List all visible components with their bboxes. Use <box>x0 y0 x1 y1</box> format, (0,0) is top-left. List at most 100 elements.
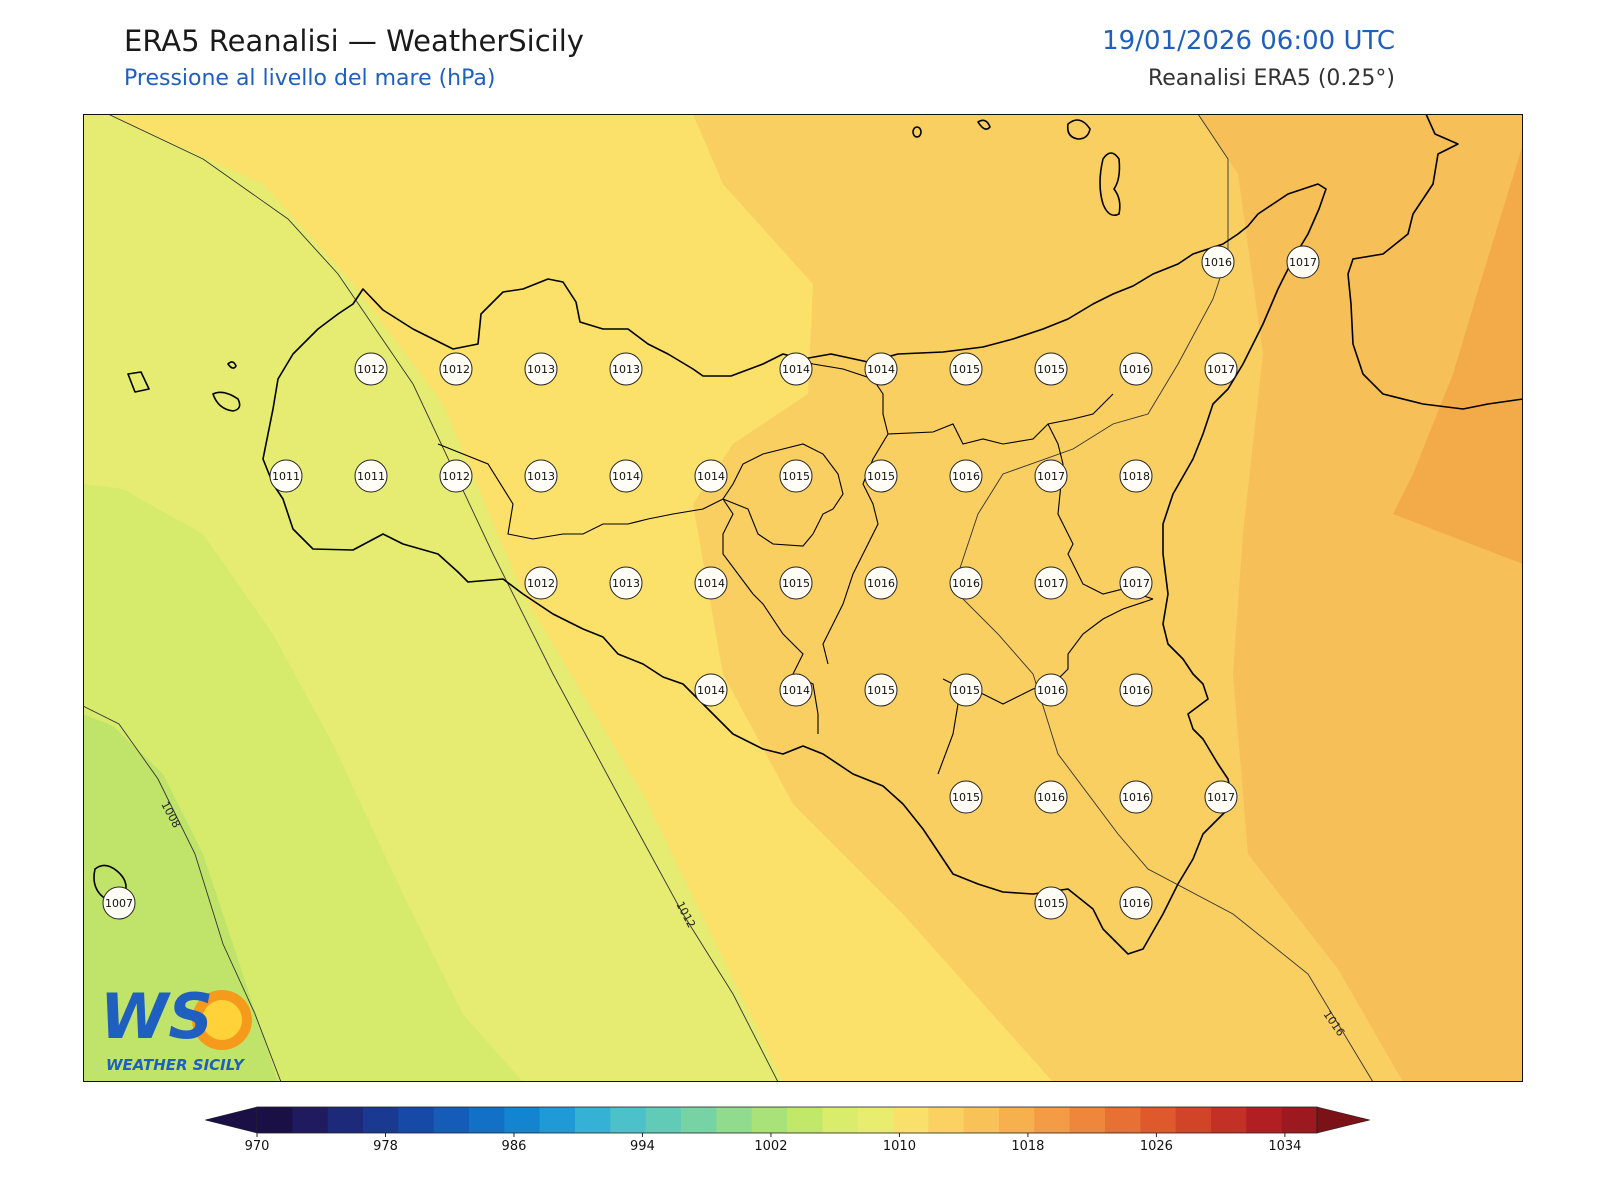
station-circle <box>949 780 983 814</box>
station-value: 1012 <box>527 577 555 590</box>
station-circle <box>864 566 898 600</box>
station-marker: 1015 <box>949 780 983 814</box>
station-value: 1016 <box>867 577 895 590</box>
island-salina <box>1066 119 1091 140</box>
colorbar-segment <box>610 1107 647 1133</box>
isobar-1016 <box>952 114 1374 1082</box>
colorbar-segment <box>433 1107 470 1133</box>
station-value: 1016 <box>1122 684 1150 697</box>
colorbar-segment <box>1246 1107 1283 1133</box>
colorbar-tick-label: 1018 <box>1011 1139 1044 1154</box>
station-value: 1013 <box>612 577 640 590</box>
colorbar-segment <box>822 1107 859 1133</box>
station-marker: 1018 <box>1119 459 1153 493</box>
station-circle <box>269 459 303 493</box>
station-value: 1016 <box>1037 791 1065 804</box>
colorbar-segment <box>893 1107 929 1133</box>
station-circle <box>1119 886 1153 920</box>
data-source: Reanalisi ERA5 (0.25°) <box>1147 66 1395 91</box>
pressure-map: 1008 1012 1016 <box>83 114 1523 1082</box>
isobar-1012 <box>107 114 779 1082</box>
station-marker: 1016 <box>864 566 898 600</box>
station-marker: 1014 <box>694 459 728 493</box>
station-circle <box>524 352 558 386</box>
station-value: 1015 <box>867 684 895 697</box>
station-marker: 1007 <box>102 886 136 920</box>
boundary-ct-en <box>1047 423 1154 600</box>
colorbar-segment <box>928 1107 965 1133</box>
colorbar-segment <box>1140 1107 1177 1133</box>
station-circle <box>1034 780 1068 814</box>
station-value: 1016 <box>1204 256 1232 269</box>
station-marker: 1016 <box>949 459 983 493</box>
colorbar-max-arrow <box>1316 1106 1371 1134</box>
station-circle <box>779 673 813 707</box>
station-circle <box>524 566 558 600</box>
colorbar-segment <box>1105 1107 1141 1133</box>
station-value: 1016 <box>1037 684 1065 697</box>
station-circle <box>609 459 643 493</box>
boundary-en-me <box>887 393 1114 445</box>
island-levanzo <box>227 361 237 369</box>
colorbar-segment <box>292 1107 329 1133</box>
station-circle <box>694 673 728 707</box>
station-marker: 1015 <box>864 459 898 493</box>
colorbar-segment <box>751 1107 788 1133</box>
colorbar-segment <box>469 1107 505 1133</box>
station-marker: 1017 <box>1119 566 1153 600</box>
station-circle <box>949 352 983 386</box>
station-value: 1015 <box>782 577 810 590</box>
station-value: 1011 <box>357 470 385 483</box>
station-value: 1016 <box>1122 791 1150 804</box>
station-value: 1014 <box>697 470 725 483</box>
station-marker: 1016 <box>1119 352 1153 386</box>
map-subtitle: Pressione al livello del mare (hPa) <box>124 66 496 91</box>
station-marker: 1017 <box>1204 780 1238 814</box>
station-circle <box>354 352 388 386</box>
colorbar-segment <box>963 1107 1000 1133</box>
map-datetime: 19/01/2026 06:00 UTC <box>1102 26 1395 56</box>
island-filicudi <box>977 119 991 130</box>
station-marker: 1013 <box>609 566 643 600</box>
colorbar: 970 978 986 994 1002 1010 1018 1026 1034 <box>204 1105 1405 1165</box>
logo-letters: WS <box>100 980 213 1053</box>
station-marker: 1016 <box>1034 673 1068 707</box>
island-lipari-vulcano <box>1099 152 1121 217</box>
station-circle <box>1119 352 1153 386</box>
colorbar-tick-label: 970 <box>245 1139 270 1154</box>
colorbar-segment <box>999 1107 1035 1133</box>
station-marker: 1016 <box>1034 780 1068 814</box>
colorbar-tick-label: 978 <box>373 1139 398 1154</box>
station-value: 1014 <box>612 470 640 483</box>
colorbar-segment <box>1034 1107 1071 1133</box>
station-circle <box>1204 780 1238 814</box>
station-circle <box>694 459 728 493</box>
colorbar-segment <box>504 1107 541 1133</box>
colorbar-segment <box>787 1107 823 1133</box>
colorbar-min-arrow <box>204 1106 258 1134</box>
station-circle <box>1119 673 1153 707</box>
station-circle <box>864 673 898 707</box>
colorbar-segment <box>398 1107 435 1133</box>
station-marker: 1017 <box>1034 566 1068 600</box>
station-circle <box>1034 566 1068 600</box>
station-circle <box>949 566 983 600</box>
station-value: 1015 <box>952 791 980 804</box>
station-value: 1015 <box>1037 897 1065 910</box>
station-value: 1015 <box>1037 363 1065 376</box>
calabria-coast <box>1347 114 1523 410</box>
station-marker: 1012 <box>439 459 473 493</box>
isobars <box>83 114 1374 1082</box>
station-value: 1015 <box>867 470 895 483</box>
station-value: 1018 <box>1122 470 1150 483</box>
logo-graphic: WS WEATHER SICILY <box>100 980 252 1074</box>
station-marker: 1016 <box>949 566 983 600</box>
station-marker: 1013 <box>609 352 643 386</box>
station-value: 1014 <box>782 363 810 376</box>
station-value: 1016 <box>1122 897 1150 910</box>
colorbar-tick-label: 1034 <box>1268 1139 1301 1154</box>
station-value: 1013 <box>527 363 555 376</box>
station-marker: 1014 <box>694 673 728 707</box>
station-marker: 1014 <box>779 673 813 707</box>
station-value: 1012 <box>442 470 470 483</box>
